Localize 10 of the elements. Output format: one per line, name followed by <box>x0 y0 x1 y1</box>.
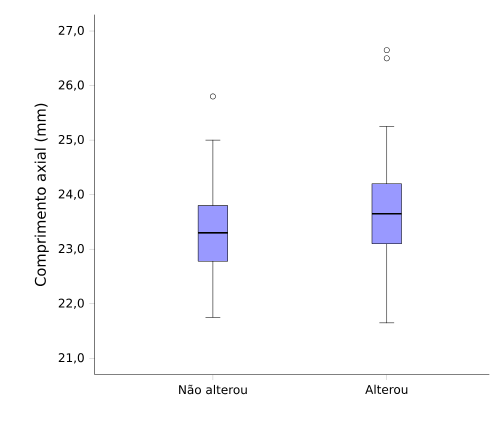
y-tick-label: 25,0 <box>58 134 84 146</box>
x-tick-label: Não alterou <box>179 384 247 394</box>
y-tick-label: 21,0 <box>58 353 84 364</box>
y-axis-title: Comprimento axial (mm) <box>34 104 49 286</box>
y-tick-label: 23,0 <box>58 244 84 254</box>
y-tick-label: 22,0 <box>58 298 84 309</box>
y-tick-label: 26,0 <box>58 80 84 91</box>
x-tick-label: Alterou <box>365 384 408 394</box>
y-tick-label: 27,0 <box>58 26 84 36</box>
y-tick-label: 24,0 <box>58 190 84 200</box>
